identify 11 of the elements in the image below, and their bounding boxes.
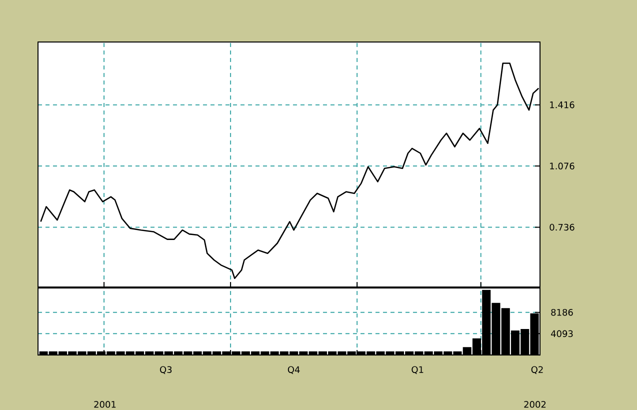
y-tick-label: 4093 <box>550 330 573 338</box>
y-tick-label: 1.076 <box>550 162 574 170</box>
x-tick-label: Q3 <box>160 366 172 374</box>
y-tick-label: 8186 <box>551 308 573 316</box>
y-tick-label: 0.736 <box>550 224 574 231</box>
y-tick-label: 1.416 <box>550 101 574 108</box>
x-tick-label: Q4 <box>288 366 300 374</box>
x-tick-label: Q1 <box>412 366 424 374</box>
text: 2002 <box>524 400 546 408</box>
text: 2001 <box>94 400 116 408</box>
x-tick-label: Q2 <box>531 366 543 374</box>
